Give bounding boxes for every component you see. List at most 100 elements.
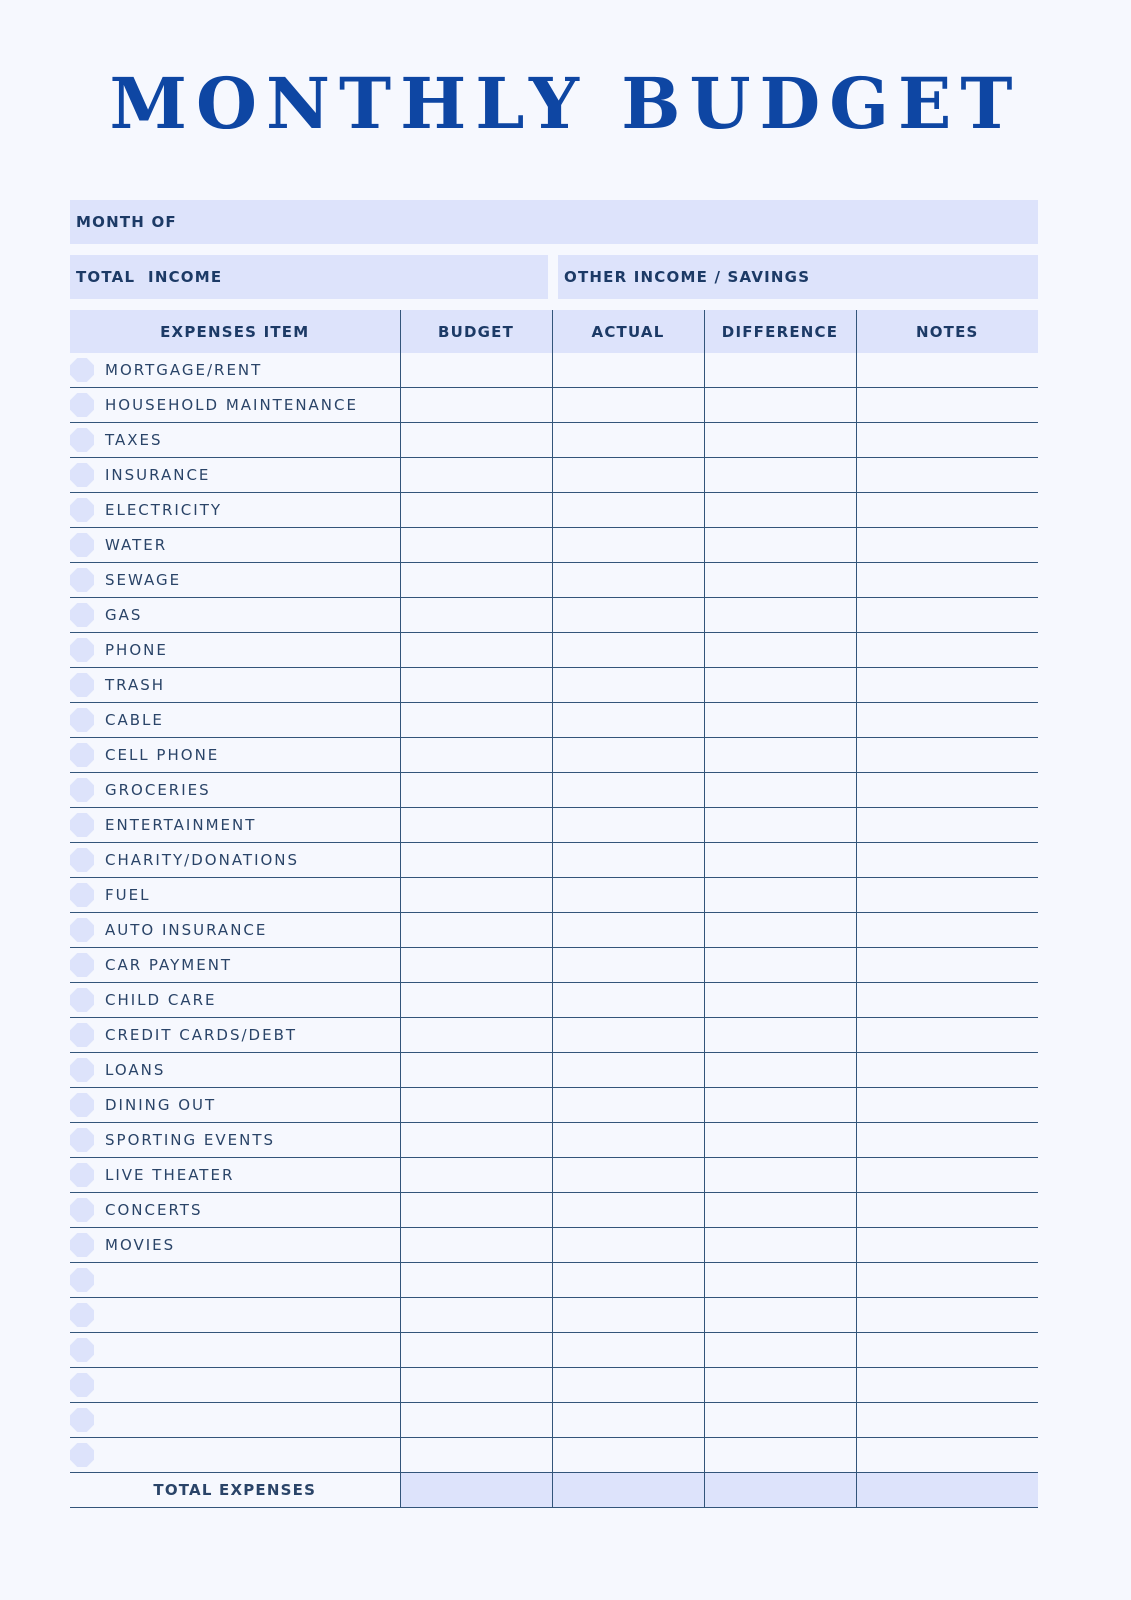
actual-cell[interactable] — [551, 772, 704, 808]
budget-cell[interactable] — [399, 982, 552, 1018]
actual-cell[interactable] — [551, 562, 704, 598]
actual-cell[interactable] — [551, 457, 704, 493]
checkbox-octagon-icon[interactable] — [70, 1163, 94, 1187]
checkbox-octagon-icon[interactable] — [70, 568, 94, 592]
notes-cell[interactable] — [855, 1017, 1038, 1053]
actual-cell[interactable] — [551, 353, 704, 388]
difference-cell[interactable] — [703, 457, 856, 493]
checkbox-octagon-icon[interactable] — [70, 1233, 94, 1257]
difference-cell[interactable] — [703, 632, 856, 668]
checkbox-octagon-icon[interactable] — [70, 1093, 94, 1117]
budget-cell[interactable] — [399, 1367, 552, 1403]
checkbox-octagon-icon[interactable] — [70, 1338, 94, 1362]
actual-cell[interactable] — [551, 842, 704, 878]
notes-cell[interactable] — [855, 1122, 1038, 1158]
difference-cell[interactable] — [703, 1087, 856, 1123]
notes-cell[interactable] — [855, 562, 1038, 598]
difference-cell[interactable] — [703, 353, 856, 388]
difference-cell[interactable] — [703, 1437, 856, 1473]
budget-cell[interactable] — [399, 387, 552, 423]
notes-cell[interactable] — [855, 947, 1038, 983]
checkbox-octagon-icon[interactable] — [70, 1023, 94, 1047]
difference-cell[interactable] — [703, 1227, 856, 1263]
actual-cell[interactable] — [551, 1227, 704, 1263]
difference-cell[interactable] — [703, 877, 856, 913]
difference-cell[interactable] — [703, 422, 856, 458]
actual-cell[interactable] — [551, 1332, 704, 1368]
checkbox-octagon-icon[interactable] — [70, 358, 94, 382]
expense-item-cell[interactable] — [70, 1332, 400, 1368]
total-income-field[interactable]: TOTAL INCOME — [70, 255, 548, 299]
expense-item-cell[interactable]: ELECTRICITY — [70, 492, 400, 528]
budget-cell[interactable] — [399, 1227, 552, 1263]
budget-cell[interactable] — [399, 1052, 552, 1088]
budget-cell[interactable] — [399, 1402, 552, 1438]
expense-item-cell[interactable]: HOUSEHOLD MAINTENANCE — [70, 387, 400, 423]
actual-cell[interactable] — [551, 1122, 704, 1158]
notes-cell[interactable] — [855, 422, 1038, 458]
checkbox-octagon-icon[interactable] — [70, 498, 94, 522]
expense-item-cell[interactable]: TAXES — [70, 422, 400, 458]
notes-cell[interactable] — [855, 807, 1038, 843]
actual-cell[interactable] — [551, 387, 704, 423]
other-income-field[interactable]: OTHER INCOME / SAVINGS — [558, 255, 1038, 299]
expense-item-cell[interactable]: AUTO INSURANCE — [70, 912, 400, 948]
actual-cell[interactable] — [551, 632, 704, 668]
expense-item-cell[interactable]: LOANS — [70, 1052, 400, 1088]
expense-item-cell[interactable]: CREDIT CARDS/DEBT — [70, 1017, 400, 1053]
checkbox-octagon-icon[interactable] — [70, 1303, 94, 1327]
expense-item-cell[interactable]: FUEL — [70, 877, 400, 913]
expense-item-cell[interactable] — [70, 1297, 400, 1333]
notes-cell[interactable] — [855, 877, 1038, 913]
month-of-field[interactable]: MONTH OF — [70, 200, 1038, 244]
notes-cell[interactable] — [855, 702, 1038, 738]
actual-cell[interactable] — [551, 667, 704, 703]
checkbox-octagon-icon[interactable] — [70, 743, 94, 767]
checkbox-octagon-icon[interactable] — [70, 848, 94, 872]
budget-cell[interactable] — [399, 1332, 552, 1368]
actual-cell[interactable] — [551, 527, 704, 563]
actual-cell[interactable] — [551, 1262, 704, 1298]
budget-cell[interactable] — [399, 422, 552, 458]
budget-cell[interactable] — [399, 1297, 552, 1333]
actual-cell[interactable] — [551, 1052, 704, 1088]
difference-cell[interactable] — [703, 982, 856, 1018]
notes-cell[interactable] — [855, 1437, 1038, 1473]
difference-cell[interactable] — [703, 1262, 856, 1298]
expense-item-cell[interactable] — [70, 1402, 400, 1438]
checkbox-octagon-icon[interactable] — [70, 1443, 94, 1467]
notes-cell[interactable] — [855, 387, 1038, 423]
difference-cell[interactable] — [703, 702, 856, 738]
budget-cell[interactable] — [399, 632, 552, 668]
checkbox-octagon-icon[interactable] — [70, 673, 94, 697]
actual-cell[interactable] — [551, 947, 704, 983]
budget-cell[interactable] — [399, 1157, 552, 1193]
expense-item-cell[interactable] — [70, 1262, 400, 1298]
actual-cell[interactable] — [551, 492, 704, 528]
difference-cell[interactable] — [703, 1332, 856, 1368]
actual-cell[interactable] — [551, 1157, 704, 1193]
actual-cell[interactable] — [551, 1017, 704, 1053]
notes-cell[interactable] — [855, 527, 1038, 563]
expense-item-cell[interactable]: SPORTING EVENTS — [70, 1122, 400, 1158]
notes-cell[interactable] — [855, 1052, 1038, 1088]
checkbox-octagon-icon[interactable] — [70, 988, 94, 1012]
checkbox-octagon-icon[interactable] — [70, 1198, 94, 1222]
notes-cell[interactable] — [855, 457, 1038, 493]
budget-cell[interactable] — [399, 353, 552, 388]
budget-cell[interactable] — [399, 562, 552, 598]
checkbox-octagon-icon[interactable] — [70, 778, 94, 802]
checkbox-octagon-icon[interactable] — [70, 813, 94, 837]
difference-cell[interactable] — [703, 1157, 856, 1193]
checkbox-octagon-icon[interactable] — [70, 1373, 94, 1397]
difference-cell[interactable] — [703, 737, 856, 773]
notes-cell[interactable] — [855, 1192, 1038, 1228]
expense-item-cell[interactable]: GAS — [70, 597, 400, 633]
total-difference-cell[interactable] — [703, 1472, 856, 1508]
actual-cell[interactable] — [551, 1367, 704, 1403]
notes-cell[interactable] — [855, 353, 1038, 388]
checkbox-octagon-icon[interactable] — [70, 638, 94, 662]
checkbox-octagon-icon[interactable] — [70, 708, 94, 732]
notes-cell[interactable] — [855, 1367, 1038, 1403]
notes-cell[interactable] — [855, 1227, 1038, 1263]
